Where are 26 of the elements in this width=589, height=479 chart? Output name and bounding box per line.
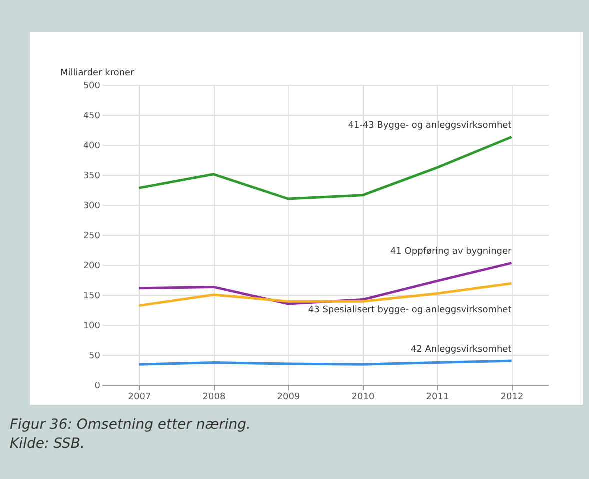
series-label: 41-43 Bygge- og anleggsvirksomhet	[348, 121, 512, 132]
text: Kilde: SSB.	[10, 435, 86, 454]
x-tick-label: 2009	[277, 392, 300, 402]
y-tick-label: 500	[83, 82, 101, 92]
x-tick-label: 2011	[426, 392, 450, 402]
x-tick-label: 2008	[202, 392, 226, 402]
y-tick-label: 300	[83, 202, 101, 212]
line-series	[138, 136, 513, 200]
y-tick-label: 150	[83, 292, 101, 302]
x-tick-label: 2012	[500, 392, 524, 402]
x-tick-label: 2010	[352, 392, 375, 402]
y-tick-label: 250	[83, 232, 101, 242]
x-tick-label: 2007	[128, 392, 152, 402]
y-tick-label: 50	[89, 352, 101, 362]
series-label: 42 Anleggsvirksomhet	[410, 345, 512, 355]
y-tick-label: 100	[83, 322, 101, 332]
y-tick-label: 200	[83, 262, 101, 272]
series-label: 41 Oppføring av bygninger	[390, 247, 512, 258]
y-tick-label: 350	[83, 172, 101, 182]
series-label: 43 Spesialisert bygge- og anleggsvirksomhet	[308, 306, 512, 316]
y-axis-title: Milliarder kroner	[60, 68, 135, 78]
y-tick-label: 450	[83, 112, 101, 122]
line-series	[138, 282, 513, 308]
y-tick-label: 0	[94, 382, 101, 392]
text: Figur 36: Omsetning etter næring.	[10, 416, 251, 435]
y-tick-label: 400	[83, 142, 101, 152]
